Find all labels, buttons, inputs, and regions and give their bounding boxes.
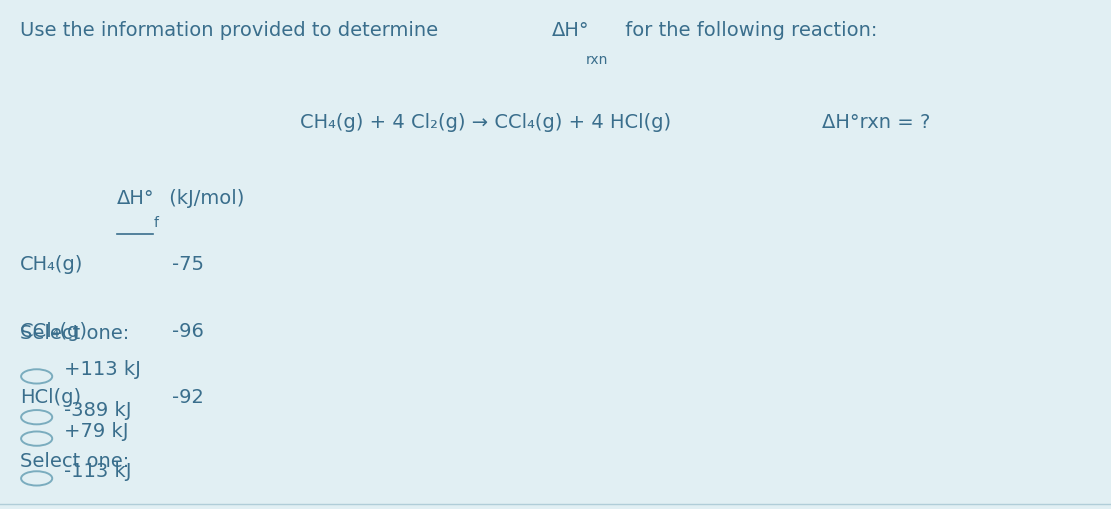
Text: CH₄(g) + 4 Cl₂(g) → CCl₄(g) + 4 HCl(g): CH₄(g) + 4 Cl₂(g) → CCl₄(g) + 4 HCl(g) <box>300 112 671 131</box>
Text: (kJ/mol): (kJ/mol) <box>163 189 244 208</box>
Text: CH₄(g): CH₄(g) <box>20 255 83 274</box>
Text: +113 kJ: +113 kJ <box>64 359 141 378</box>
Text: ΔH°: ΔH° <box>117 189 154 208</box>
Text: CCl₄(g): CCl₄(g) <box>20 321 88 340</box>
Text: -92: -92 <box>172 387 204 406</box>
Text: Select one:: Select one: <box>20 324 129 343</box>
Text: -113 kJ: -113 kJ <box>64 461 132 480</box>
Text: -96: -96 <box>172 321 204 340</box>
Text: ΔH°rxn = ?: ΔH°rxn = ? <box>822 112 931 131</box>
Text: for the following reaction:: for the following reaction: <box>619 21 878 40</box>
Text: -389 kJ: -389 kJ <box>64 400 132 419</box>
Text: ΔH°: ΔH° <box>552 21 590 40</box>
Text: f: f <box>153 215 159 230</box>
Text: HCl(g): HCl(g) <box>20 387 81 406</box>
Text: +79 kJ: +79 kJ <box>64 421 129 440</box>
Text: Select one:: Select one: <box>20 451 129 470</box>
Text: rxn: rxn <box>585 52 608 67</box>
Text: -75: -75 <box>172 255 204 274</box>
Text: Use the information provided to determine: Use the information provided to determin… <box>20 21 444 40</box>
